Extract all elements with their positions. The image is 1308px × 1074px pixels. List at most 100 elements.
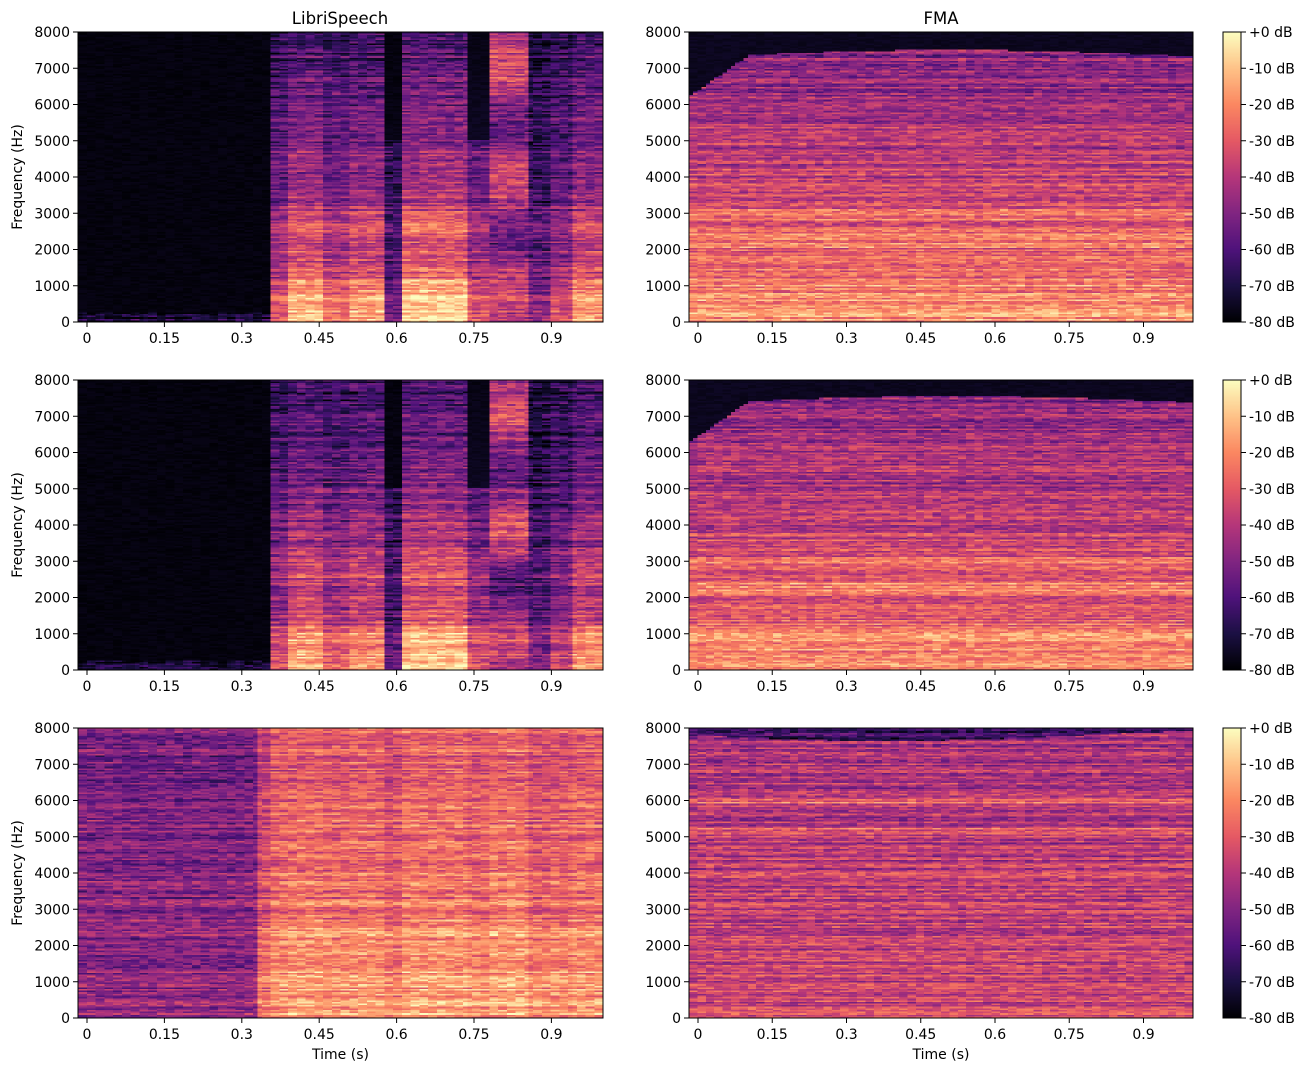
x-tick-label: 0.3 [835,1027,857,1043]
y-tick-label: 3000 [34,554,70,570]
colorbar-tick-label: -60 dB [1249,939,1295,955]
y-tick-label: 8000 [34,373,70,389]
x-tick-label: 0 [694,331,703,347]
y-tick-label: 6000 [645,794,681,810]
y-tick-label: 8000 [34,25,70,41]
y-tick-label: 3000 [645,902,681,918]
y-tick-label: 2000 [34,939,70,955]
colorbar-tick-label: -10 dB [1249,61,1295,77]
y-tick-label: 2000 [645,243,681,259]
y-tick-label: 5000 [34,134,70,150]
y-tick-label: 7000 [34,409,70,425]
x-tick-label: 0.75 [458,1027,489,1043]
spectrogram-panel-1-1 [689,380,1193,670]
y-tick-label: 6000 [34,98,70,114]
colorbar-tick-label: -60 dB [1249,243,1295,259]
spectrogram-image [78,728,603,1018]
x-tick-label: 0.9 [1132,679,1154,695]
spectrogram-image [689,728,1193,1018]
x-tick-label: 0.9 [1132,1027,1154,1043]
x-tick-label: 0.3 [231,331,253,347]
y-tick-label: 0 [61,1011,70,1027]
x-tick-label: 0.3 [835,679,857,695]
y-tick-label: 7000 [645,409,681,425]
colorbar-tick-label: -70 dB [1249,975,1295,991]
y-tick-label: 8000 [645,721,681,737]
x-tick-label: 0.75 [458,679,489,695]
colorbar-tick-label: -30 dB [1249,830,1295,846]
spectrogram-image [689,380,1193,670]
x-tick-label: 0.45 [905,1027,936,1043]
colorbar: +0 dB -10 dB -20 dB -30 dB -40 dB -50 dB -60 d… [1222,721,1295,1027]
y-tick-label: 4000 [645,866,681,882]
y-tick-label: 3000 [34,206,70,222]
y-tick-label: 2000 [645,591,681,607]
x-tick-label: 0.9 [1132,331,1154,347]
y-tick-label: 1000 [645,627,681,643]
colorbar-tick-label: -40 dB [1249,518,1295,534]
spectrogram-image [689,32,1193,322]
x-tick-label: 0.75 [1054,1027,1085,1043]
colorbar-tick-label: -40 dB [1249,170,1295,186]
y-tick-label: 0 [672,663,681,679]
y-tick-label: 8000 [645,25,681,41]
y-tick-label: 4000 [34,866,70,882]
x-tick-label: 0.6 [984,331,1006,347]
x-tick-label: 0.45 [304,331,335,347]
x-tick-label: 0.9 [540,1027,562,1043]
y-tick-label: 2000 [34,591,70,607]
colorbar-tick-label: -80 dB [1249,663,1295,679]
x-tick-label: 0 [83,1027,92,1043]
colorbar-tick-label: -20 dB [1249,794,1295,810]
y-tick-label: 3000 [34,902,70,918]
y-tick-label: 1000 [645,279,681,295]
y-tick-label: 7000 [645,61,681,77]
colorbar-tick-label: -10 dB [1249,409,1295,425]
y-tick-label: 4000 [645,518,681,534]
x-axis-title: Time (s) [311,1047,369,1063]
y-tick-label: 8000 [645,373,681,389]
colorbar: +0 dB -10 dB -20 dB -30 dB -40 dB -50 dB -60 d… [1222,373,1295,679]
y-tick-label: 4000 [34,518,70,534]
x-tick-label: 0.3 [231,1027,253,1043]
colorbar-tick-label: -50 dB [1249,206,1295,222]
spectrogram-panel-0-1 [689,32,1193,322]
x-tick-label: 0.75 [1054,679,1085,695]
column-title-fma: FMA [923,9,959,28]
colorbar-tick-label: -20 dB [1249,98,1295,114]
x-axis-title: Time (s) [912,1047,970,1063]
y-axis-title: Frequency (Hz) [10,820,26,926]
colorbar-tick-label: -70 dB [1249,627,1295,643]
colorbar-gradient [1223,32,1241,322]
y-tick-label: 1000 [645,975,681,991]
colorbar-tick-label: -30 dB [1249,134,1295,150]
colorbar-tick-label: -40 dB [1249,866,1295,882]
x-tick-label: 0.45 [304,1027,335,1043]
spectrogram-panel-0-0 [78,32,603,322]
x-tick-label: 0.15 [757,1027,788,1043]
column-title-librispeech: LibriSpeech [292,9,388,28]
y-tick-label: 5000 [645,830,681,846]
y-tick-label: 0 [672,1011,681,1027]
y-tick-label: 4000 [34,170,70,186]
x-tick-label: 0.15 [757,331,788,347]
y-tick-label: 3000 [645,206,681,222]
colorbar-gradient [1223,728,1241,1018]
x-tick-label: 0.45 [905,331,936,347]
x-tick-label: 0.6 [385,679,407,695]
colorbar: +0 dB -10 dB -20 dB -30 dB -40 dB -50 dB -60 d… [1222,25,1295,331]
x-tick-label: 0.9 [540,679,562,695]
y-tick-label: 5000 [34,830,70,846]
y-tick-label: 6000 [34,794,70,810]
colorbar-tick-label: -10 dB [1249,757,1295,773]
y-tick-label: 0 [672,315,681,331]
x-tick-label: 0.15 [757,679,788,695]
y-tick-label: 1000 [34,279,70,295]
x-tick-label: 0.3 [835,331,857,347]
spectrogram-panel-1-0 [78,380,603,670]
y-tick-label: 2000 [645,939,681,955]
colorbar-tick-label: -80 dB [1249,315,1295,331]
x-tick-label: 0.6 [385,1027,407,1043]
y-tick-label: 5000 [34,482,70,498]
colorbar-tick-label: +0 dB [1249,373,1293,389]
